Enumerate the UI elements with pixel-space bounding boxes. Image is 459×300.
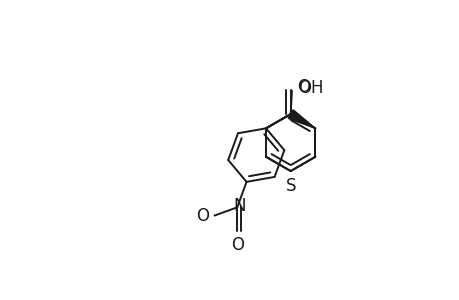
Text: S: S [285, 177, 295, 195]
Text: N: N [233, 197, 246, 215]
Polygon shape [288, 110, 315, 128]
Text: OH: OH [297, 79, 323, 97]
Text: O: O [230, 236, 243, 254]
Text: O: O [196, 207, 209, 225]
Text: O: O [296, 78, 309, 96]
